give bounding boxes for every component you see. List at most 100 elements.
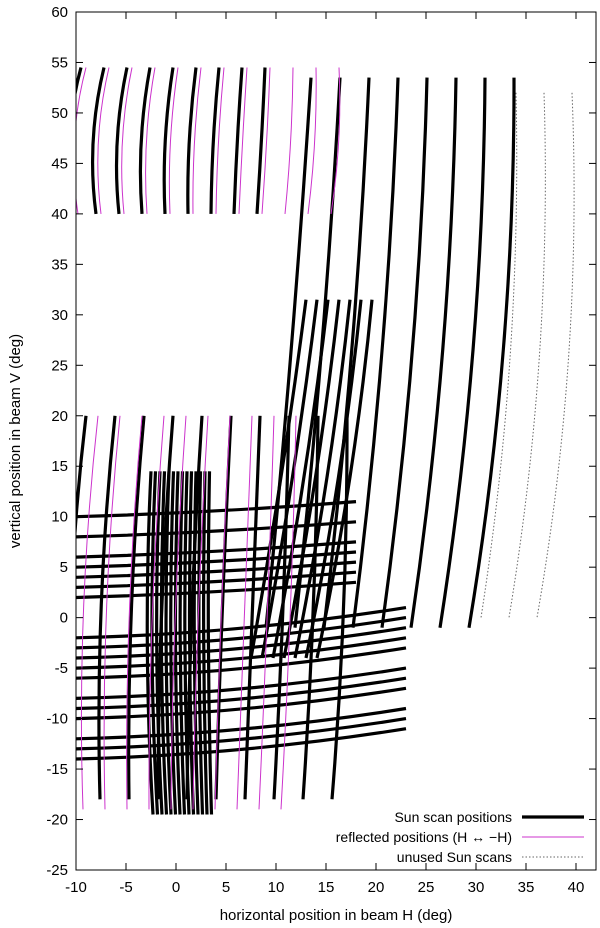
series-0-cross-line	[76, 540, 357, 559]
x-tick-label: -5	[119, 879, 132, 896]
series-1-scan-line	[126, 415, 143, 810]
series-0-scan-line	[315, 299, 374, 659]
y-tick-label: 45	[51, 155, 68, 172]
series-0-scan-line	[127, 415, 146, 800]
y-tick-label: -5	[55, 660, 68, 677]
x-tick-label: 0	[172, 879, 180, 896]
curves-clipped	[76, 67, 575, 815]
series-1-scan-line	[148, 415, 165, 810]
y-tick-label: -20	[46, 812, 68, 829]
series-1-scan-line	[76, 67, 87, 214]
series-0-cross-line	[76, 616, 407, 650]
x-tick-label: -10	[65, 879, 87, 896]
series-0-cross-line	[76, 550, 357, 569]
y-tick-label: -15	[46, 761, 68, 778]
series-0-cross-line	[76, 626, 407, 660]
series-0-cross-line	[76, 580, 357, 600]
series-0-scan-line	[114, 67, 129, 215]
y-tick-label: -25	[46, 862, 68, 879]
series-1-scan-line	[192, 67, 202, 214]
series-1-scan-line	[307, 67, 317, 214]
y-tick-label: 20	[51, 408, 68, 425]
x-tick-label: 10	[268, 879, 285, 896]
series-0-scan-line	[209, 67, 221, 214]
series-0-scan-line	[264, 77, 313, 628]
legend-label: Sun scan positions	[394, 809, 512, 825]
series-0-scan-line	[138, 67, 152, 215]
series-1-scan-line	[80, 415, 99, 810]
series-0-scan-line	[467, 77, 516, 628]
series-1-scan-line	[97, 67, 110, 214]
series-0-cross-line	[76, 727, 407, 761]
x-tick-label: 25	[418, 879, 435, 896]
series-1-scan-line	[284, 67, 294, 214]
y-tick-label: 55	[51, 54, 68, 71]
series-0-scan-line	[186, 67, 198, 214]
series-0-scan-line	[282, 299, 341, 659]
series-0-scan-line	[214, 415, 233, 800]
series-0-scan-line	[150, 471, 160, 815]
series-0-scan-line	[304, 299, 363, 659]
series-1-scan-line	[261, 67, 271, 214]
series-0-scan-line	[438, 77, 487, 628]
series-1-scan-line	[121, 67, 133, 214]
y-tick-label: 30	[51, 307, 68, 324]
series-0-scan-line	[90, 67, 106, 215]
series-0-scan-line	[271, 299, 330, 659]
plot-frame	[75, 11, 597, 871]
series-1-scan-line	[238, 67, 248, 214]
series-0-scan-line	[206, 471, 214, 815]
y-tick-label: 50	[51, 105, 68, 122]
series-0-cross-line	[76, 666, 407, 700]
x-tick-label: 35	[518, 879, 535, 896]
series-0-cross-line	[76, 560, 357, 579]
y-tick-label: -10	[46, 711, 68, 728]
series-0-scan-line	[243, 415, 262, 800]
series-0-scan-line	[145, 471, 155, 815]
series-1-scan-line	[280, 415, 297, 810]
series-1-scan-line	[103, 415, 121, 810]
series-1-scan-line	[170, 415, 187, 810]
y-tick-label: 5	[60, 559, 68, 576]
x-axis-label: horizontal position in beam H (deg)	[220, 907, 453, 924]
series-0-scan-line	[76, 67, 83, 98]
series-2-scan-line	[480, 92, 518, 618]
series-0-scan-line	[76, 415, 88, 541]
x-tick-label: 40	[568, 879, 585, 896]
series-1-scan-line	[145, 67, 156, 214]
legend: Sun scan positions reflected positions (H…	[336, 809, 584, 865]
series-0-scan-line	[322, 77, 371, 628]
axis-ticks	[75, 11, 596, 871]
y-tick-label: 35	[51, 256, 68, 273]
series-1-scan-line	[330, 67, 341, 214]
y-tick-label: 0	[60, 610, 68, 627]
y-tick-label: 25	[51, 357, 68, 374]
series-2-scan-line	[508, 92, 546, 618]
series-0-scan-line	[249, 299, 308, 659]
series-0-cross-line	[76, 500, 357, 519]
series-0-scan-line	[255, 67, 267, 215]
series-1-scan-line	[214, 415, 231, 810]
y-tick-label: 15	[51, 458, 68, 475]
series-0-scan-line	[155, 471, 164, 815]
series-0-scan-line	[351, 77, 400, 628]
series-1-scan-line	[236, 415, 253, 810]
series-0-scan-line	[162, 67, 175, 214]
series-0-scan-line	[409, 77, 458, 628]
axis-tick-labels: -10 -5 0 5 10 15 20 25 30 35 40 -25 -20 -15 -10 -5 0 5 10 1…	[46, 4, 584, 896]
series-0-cross-line	[76, 706, 407, 741]
series-0-cross-line	[76, 606, 407, 640]
y-tick-label: 10	[51, 509, 68, 526]
x-tick-label: 5	[222, 879, 230, 896]
series-0-cross-line	[76, 636, 407, 670]
y-axis-label: vertical position in beam V (deg)	[7, 334, 24, 548]
series-1-scan-line	[192, 415, 209, 810]
series-1-scan-line	[258, 415, 275, 810]
x-tick-label: 15	[318, 879, 335, 896]
series-0-scan-line	[293, 299, 352, 659]
legend-label: unused Sun scans	[397, 849, 512, 865]
series-2-scan-line	[536, 92, 575, 618]
series-0-scan-line	[232, 67, 244, 214]
series-0-cross-line	[76, 570, 357, 589]
y-tick-label: 40	[51, 206, 68, 223]
